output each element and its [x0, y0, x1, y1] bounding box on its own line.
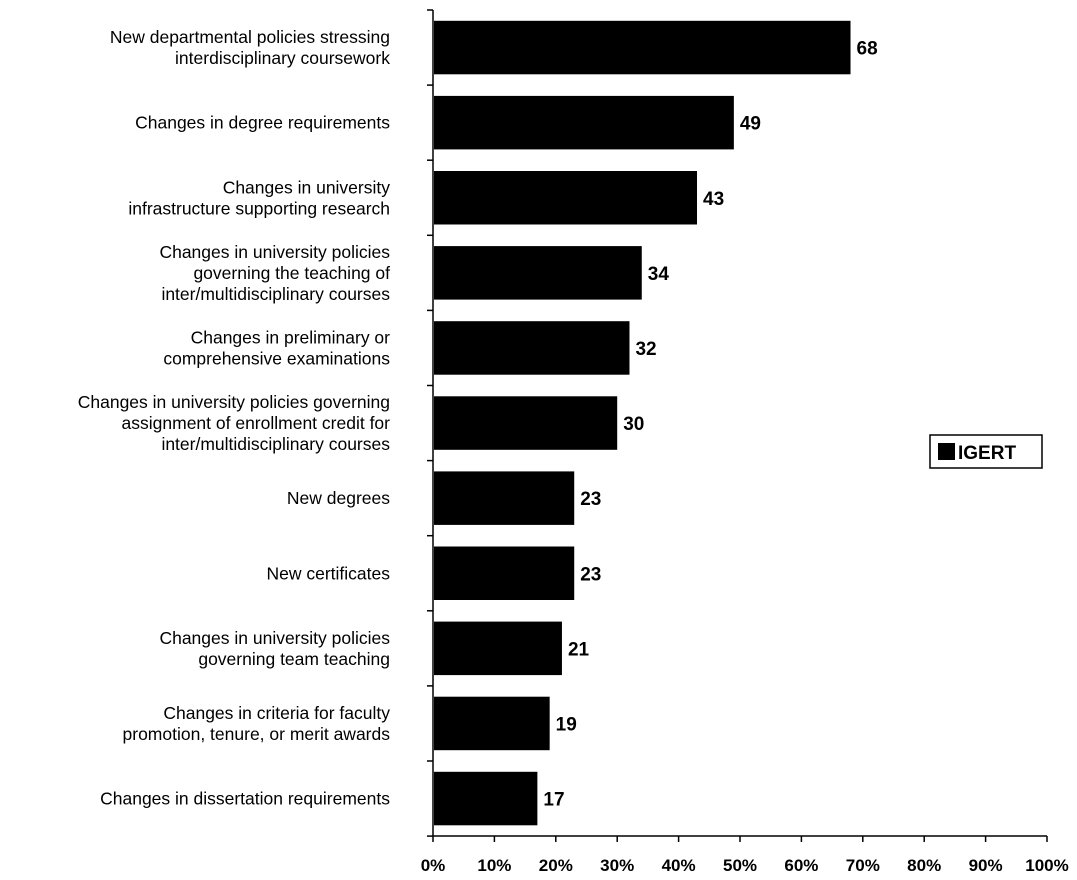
category-label: Changes in degree requirements [135, 113, 390, 133]
x-tick-label: 40% [662, 856, 696, 875]
bar [434, 321, 630, 375]
axes [427, 9, 1048, 842]
category-label: New certificates [266, 563, 390, 583]
bar [434, 771, 538, 826]
x-tick-label: 90% [969, 856, 1003, 875]
data-label: 19 [556, 714, 577, 735]
data-label: 17 [543, 790, 564, 811]
bar [434, 621, 562, 676]
legend-label: IGERT [958, 443, 1016, 464]
x-tick-label: 10% [477, 856, 511, 875]
x-tick-label: 20% [539, 856, 573, 875]
x-tick-label: 30% [600, 856, 634, 875]
category-label: Changes in university policies governing… [78, 392, 391, 454]
category-label: Changes in university policies governing … [159, 628, 390, 669]
x-tick-label: 50% [723, 856, 757, 875]
category-label: New departmental policies stressing inter… [110, 27, 390, 68]
bar [434, 20, 851, 75]
category-label: Changes in dissertation requirements [100, 789, 390, 809]
value-labels: 68 49 43 34 32 30 23 23 21 19 17 [543, 39, 877, 811]
x-tick-label: 0% [421, 856, 446, 875]
category-label: New degrees [287, 488, 390, 508]
bar [434, 471, 575, 525]
category-labels: New departmental policies stressing inter… [78, 27, 391, 809]
bar [434, 95, 734, 150]
x-tick-label: 70% [846, 856, 880, 875]
bar [434, 546, 575, 600]
x-tick-labels: 0% 10% 20% 30% 40% 50% 60% 70% 80% 90% 100% [421, 856, 1069, 875]
x-tick-label: 80% [907, 856, 941, 875]
data-label: 49 [740, 114, 761, 135]
data-label: 30 [623, 414, 644, 435]
legend-swatch [938, 443, 955, 460]
data-label: 32 [635, 339, 656, 360]
bar [434, 246, 642, 300]
category-label: Changes in preliminary or comprehensive e… [163, 327, 390, 368]
bar [434, 171, 698, 225]
data-label: 43 [703, 189, 724, 210]
x-tick-label: 100% [1025, 856, 1068, 875]
data-label: 21 [568, 639, 590, 660]
category-label: Changes in criteria for faculty promotion… [123, 703, 391, 744]
legend: IGERT [929, 434, 1043, 469]
category-label: Changes in university policies governing … [159, 242, 390, 304]
bar [434, 696, 550, 751]
data-label: 34 [648, 264, 670, 285]
data-label: 23 [580, 489, 601, 510]
data-label: 23 [580, 564, 601, 585]
bar [434, 396, 618, 450]
data-label: 68 [857, 39, 878, 60]
bars-layer [434, 20, 851, 826]
x-tick-label: 60% [784, 856, 818, 875]
category-label: Changes in university infrastructure supp… [128, 177, 390, 218]
